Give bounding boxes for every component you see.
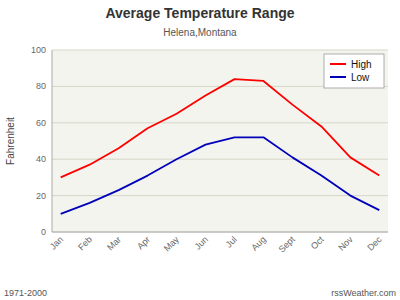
x-tick-label: Jan xyxy=(48,234,65,251)
series-group xyxy=(61,79,380,214)
x-tick-label: Jun xyxy=(193,234,210,251)
x-tick-label: Mar xyxy=(105,234,123,252)
x-tick-label: Feb xyxy=(76,234,94,252)
legend-label: High xyxy=(351,59,372,70)
grid-line xyxy=(52,122,388,123)
legend-box xyxy=(324,54,384,88)
legend-swatch xyxy=(330,76,346,78)
y-tick-label: 60 xyxy=(36,118,46,128)
y-tick-label: 40 xyxy=(36,154,46,164)
x-tick-label: Dec xyxy=(365,234,384,253)
series-line xyxy=(61,137,380,213)
x-tick-label: Aug xyxy=(249,234,267,252)
legend: High Low xyxy=(324,54,384,88)
legend-swatch xyxy=(330,63,346,65)
x-tick-label: May xyxy=(162,234,181,253)
y-tick-label: 0 xyxy=(41,227,46,237)
x-axis xyxy=(52,232,388,233)
y-tick-label: 100 xyxy=(31,45,46,55)
x-tick-label: Oct xyxy=(309,234,326,251)
grid-line xyxy=(52,159,388,160)
plot-area xyxy=(52,50,388,232)
x-tick-label: Sept xyxy=(277,234,298,255)
footer-text: rssWeather.com xyxy=(331,288,396,298)
chart: 0 20 40 60 80 100 Jan Feb Mar Apr May Jun Jul Aug Sept… xyxy=(0,0,400,300)
x-tick-label: Nov xyxy=(336,234,355,253)
y-axis xyxy=(52,50,53,232)
x-tick-label: Apr xyxy=(135,234,152,251)
grid-line xyxy=(52,50,388,51)
grid-line xyxy=(52,232,388,233)
footer-text: 1971-2000 xyxy=(4,288,47,298)
series-line xyxy=(61,79,380,177)
y-tick-label: 80 xyxy=(36,81,46,91)
subtitle: Helena,Montana xyxy=(163,27,237,38)
y-tick-label: 20 xyxy=(36,191,46,201)
x-tick-label: Jul xyxy=(224,234,239,249)
grid-line xyxy=(52,195,388,196)
legend-label: Low xyxy=(351,72,370,83)
title: Average Temperature Range xyxy=(105,5,294,21)
y-axis-label: Fahrenheit xyxy=(5,117,16,165)
